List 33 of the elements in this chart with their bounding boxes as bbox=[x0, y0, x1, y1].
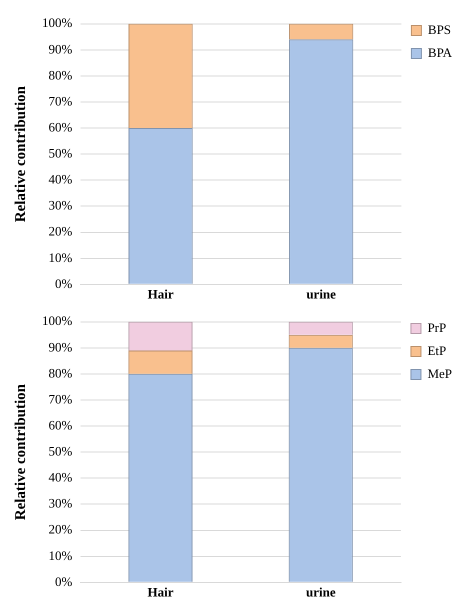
y-tick-label: 20% bbox=[48, 522, 72, 537]
y-tick-label: 50% bbox=[48, 444, 72, 459]
y-tick-label: 40% bbox=[48, 470, 72, 485]
y-tick-label: 40% bbox=[48, 172, 72, 187]
x-tick-label: Hair bbox=[148, 286, 174, 302]
y-tick-label: 90% bbox=[48, 339, 72, 354]
y-tick-label: 10% bbox=[48, 250, 72, 265]
y-tick-label: 10% bbox=[48, 548, 72, 563]
y-tick-label: 70% bbox=[48, 93, 72, 108]
x-tick-label: Hair bbox=[147, 584, 174, 600]
y-tick-label: 100% bbox=[42, 313, 72, 328]
x-tick-label: urine bbox=[306, 286, 336, 302]
y-tick-label: 50% bbox=[48, 146, 72, 161]
y-tick-label: 60% bbox=[48, 417, 72, 432]
y-tick-label: 70% bbox=[48, 391, 72, 406]
y-tick-label: 90% bbox=[48, 41, 72, 56]
legend-label: BPA bbox=[428, 44, 453, 60]
legend-label: PrP bbox=[427, 320, 446, 335]
x-tick-label: urine bbox=[306, 584, 336, 600]
y-tick-label: 100% bbox=[42, 15, 72, 30]
y-tick-label: 20% bbox=[48, 224, 72, 239]
legend-label: EtP bbox=[427, 342, 446, 358]
legend-label: BPS bbox=[428, 22, 452, 37]
y-tick-label: 80% bbox=[48, 365, 72, 380]
y-tick-label: 60% bbox=[48, 119, 72, 134]
y-tick-label: 80% bbox=[48, 67, 72, 82]
y-tick-label: 0% bbox=[54, 276, 72, 291]
y-tick-label: 30% bbox=[48, 198, 72, 213]
y-tick-label: 0% bbox=[54, 574, 72, 589]
legend-label: MeP bbox=[427, 366, 452, 381]
y-tick-label: 30% bbox=[48, 496, 72, 511]
y-axis-title: Relative contribution bbox=[12, 85, 29, 222]
y-axis-title: Relative contribution bbox=[12, 383, 29, 520]
